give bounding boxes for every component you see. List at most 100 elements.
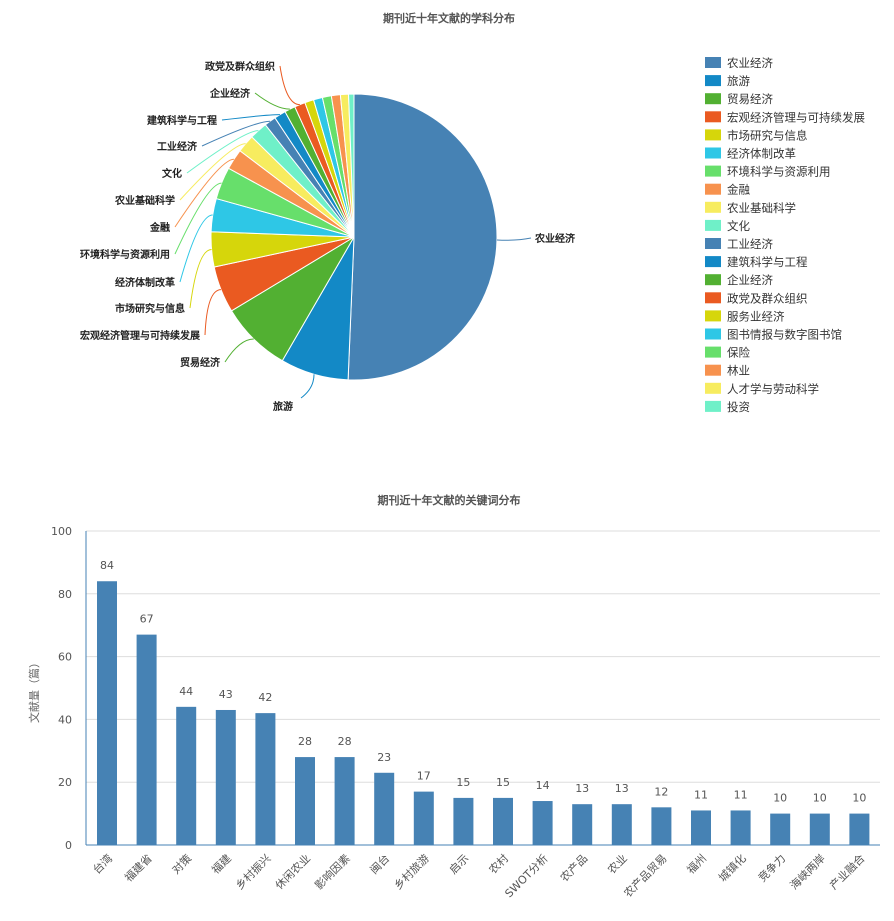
- bar[interactable]: [176, 706, 197, 845]
- legend-swatch: [705, 256, 721, 268]
- legend-item[interactable]: 文化: [705, 219, 750, 233]
- bar[interactable]: [136, 634, 157, 845]
- bar[interactable]: [374, 772, 395, 845]
- pie-slice-label: 农业基础科学: [114, 194, 175, 207]
- bar-value-labels: 84 67 44 43 42 28 28 23 17 15 15 14 13 13 12 11 11 10 10 10: [100, 559, 866, 804]
- legend-item[interactable]: 经济体制改革: [705, 147, 796, 161]
- bar[interactable]: [255, 713, 276, 845]
- pie-leader-line: [300, 374, 315, 399]
- legend-label: 环境科学与资源利用: [727, 165, 831, 179]
- bar-value-label: 11: [694, 788, 708, 801]
- legend-label: 农业经济: [727, 56, 773, 70]
- legend-item[interactable]: 投资: [705, 400, 750, 414]
- legend-swatch: [705, 75, 721, 87]
- legend-label: 林业: [727, 364, 750, 378]
- bar[interactable]: [572, 804, 593, 845]
- legend-swatch: [705, 292, 721, 304]
- pie-slice-label: 文化: [162, 167, 182, 180]
- legend-item[interactable]: 旅游: [705, 74, 750, 88]
- legend-item[interactable]: 工业经济: [705, 237, 773, 251]
- bar[interactable]: [97, 581, 117, 845]
- legend-label: 投资: [727, 400, 750, 414]
- x-tick-label: 福州: [684, 851, 709, 876]
- bar-value-label: 15: [456, 776, 470, 789]
- y-tick-label: 100: [51, 525, 72, 538]
- legend-label: 贸易经济: [727, 92, 773, 106]
- pie-slice[interactable]: [348, 93, 355, 238]
- bar-value-label: 42: [258, 691, 272, 704]
- bar-value-label: 23: [377, 751, 391, 764]
- bar[interactable]: [770, 813, 791, 845]
- bar-value-label: 43: [219, 688, 233, 701]
- legend-swatch: [705, 201, 721, 213]
- legend-label: 企业经济: [727, 273, 773, 287]
- bar-value-label: 11: [734, 788, 748, 801]
- pie-leader-line: [179, 143, 246, 201]
- bar-value-label: 10: [813, 792, 827, 805]
- legend-item[interactable]: 图书情报与数字图书馆: [705, 328, 842, 342]
- x-tick-label: 台湾: [90, 851, 115, 876]
- legend-item[interactable]: 人才学与劳动科学: [705, 382, 819, 396]
- pie-leader-line: [204, 289, 222, 336]
- legend-item[interactable]: 林业: [705, 364, 750, 378]
- bar[interactable]: [849, 813, 870, 845]
- legend-label: 政党及群众组织: [727, 291, 808, 305]
- x-tick-label: 竞争力: [755, 851, 788, 884]
- legend-label: 旅游: [727, 74, 750, 88]
- legend-item[interactable]: 服务业经济: [705, 309, 785, 323]
- bar-value-label: 28: [298, 735, 312, 748]
- bar[interactable]: [611, 804, 632, 845]
- legend-swatch: [705, 400, 721, 412]
- legend-item[interactable]: 金融: [705, 183, 750, 197]
- legend-label: 市场研究与信息: [727, 128, 808, 142]
- bar[interactable]: [295, 757, 315, 845]
- x-tick-label: 城镇化: [715, 851, 748, 884]
- bar[interactable]: [651, 807, 672, 845]
- bar[interactable]: [809, 813, 830, 845]
- legend-item[interactable]: 农业基础科学: [705, 201, 796, 215]
- legend-label: 文化: [727, 219, 750, 233]
- pie-legend[interactable]: 农业经济旅游贸易经济宏观经济管理与可持续发展市场研究与信息经济体制改革环境科学与…: [705, 56, 865, 414]
- legend-item[interactable]: 贸易经济: [705, 92, 773, 106]
- bar-value-label: 10: [852, 792, 866, 805]
- bar[interactable]: [691, 810, 711, 845]
- legend-item[interactable]: 宏观经济管理与可持续发展: [705, 110, 865, 124]
- bar[interactable]: [453, 797, 474, 845]
- bar[interactable]: [730, 810, 751, 845]
- bar-value-label: 14: [536, 779, 550, 792]
- pie-leader-line: [189, 249, 212, 309]
- x-tick-label: 农产品贸易: [621, 851, 670, 900]
- x-tick-label: 产业融合: [827, 851, 868, 892]
- pie-chart: [210, 93, 498, 381]
- bar[interactable]: [215, 709, 236, 845]
- pie-slice[interactable]: [347, 93, 498, 381]
- bar[interactable]: [532, 801, 553, 845]
- legend-item[interactable]: 政党及群众组织: [705, 291, 808, 305]
- bar[interactable]: [413, 791, 434, 845]
- bar-value-label: 15: [496, 776, 510, 789]
- bar[interactable]: [493, 797, 513, 845]
- bar-value-label: 13: [615, 782, 629, 795]
- legend-item[interactable]: 企业经济: [705, 273, 773, 287]
- y-tick-label: 60: [58, 651, 72, 664]
- bar[interactable]: [334, 757, 355, 845]
- bar-value-label: 10: [773, 792, 787, 805]
- legend-item[interactable]: 市场研究与信息: [705, 128, 808, 142]
- pie-slice-label: 金融: [149, 221, 170, 234]
- legend-item[interactable]: 环境科学与资源利用: [705, 165, 831, 179]
- bar-value-label: 13: [575, 782, 589, 795]
- bar-value-label: 28: [338, 735, 352, 748]
- legend-item[interactable]: 建筑科学与工程: [705, 255, 808, 269]
- x-tick-label: 乡村振兴: [233, 851, 274, 892]
- legend-swatch: [705, 219, 721, 231]
- legend-swatch: [705, 147, 721, 159]
- legend-item[interactable]: 农业经济: [705, 56, 773, 70]
- x-tick-label: 海峡两岸: [787, 851, 828, 892]
- bar-value-label: 84: [100, 559, 114, 572]
- legend-item[interactable]: 保险: [705, 346, 750, 360]
- y-tick-label: 0: [65, 839, 72, 852]
- pie-leader-line: [174, 158, 235, 228]
- legend-label: 建筑科学与工程: [727, 255, 808, 269]
- x-tick-label: 福建: [208, 851, 233, 876]
- pie-leader-line: [174, 182, 222, 255]
